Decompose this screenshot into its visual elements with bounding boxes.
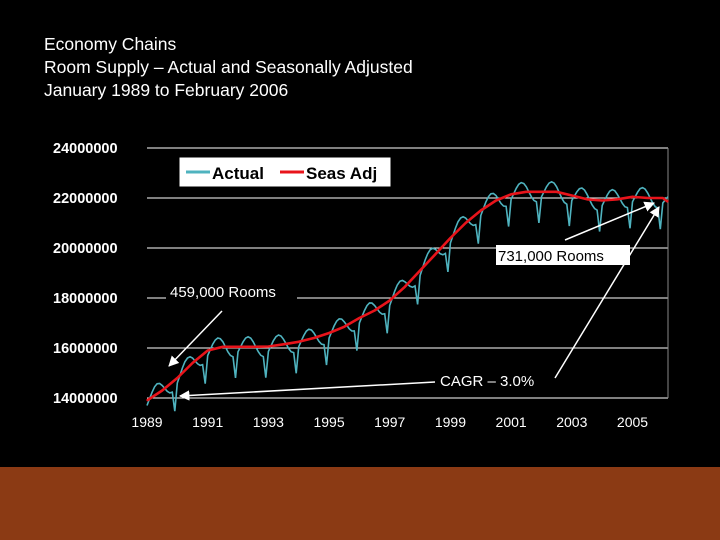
annotation-cagr: CAGR – 3.0%	[440, 373, 534, 390]
x-tick-label-8: 2005	[617, 414, 648, 430]
seas-adj-point-18	[419, 269, 421, 272]
annotation-459k: 459,000 Rooms	[170, 284, 276, 301]
seas-adj-point-5	[222, 346, 224, 348]
arrow-cagr-left	[178, 381, 436, 401]
slide-title: Economy Chains Room Supply – Actual and …	[44, 33, 413, 102]
seas-adj-point-12	[328, 332, 330, 334]
seas-adj-point-28	[571, 194, 573, 197]
seas-adj-point-3	[191, 362, 194, 364]
seas-adj-point-31	[616, 198, 618, 200]
annotation-731k: 731,000 Rooms	[498, 248, 604, 265]
seas-adj-point-20	[449, 237, 452, 239]
seas-adj-point-4	[207, 349, 209, 352]
seas-adj-point-0	[146, 399, 148, 402]
seas-adj-point-22	[480, 209, 482, 212]
y-tick-label-0: 24000000	[53, 141, 118, 157]
y-tick-label-4: 16000000	[53, 341, 118, 357]
seas-adj-point-7	[252, 346, 254, 348]
x-tick-label-4: 1997	[374, 414, 405, 430]
arrow-cagr-right	[554, 206, 660, 379]
seas-adj-point-29	[586, 198, 588, 200]
seas-adj-point-17	[404, 286, 406, 288]
footer-band	[0, 467, 720, 540]
seas-adj-point-14	[358, 317, 361, 319]
legend-label-seas-adj: Seas Adj	[306, 164, 377, 183]
x-tick-label-7: 2003	[556, 414, 587, 430]
x-tick-label-2: 1993	[253, 414, 284, 430]
seas-adj-point-26	[540, 191, 543, 193]
seas-adj-point-34	[662, 197, 664, 199]
arrow-731k	[564, 201, 655, 241]
seas-adj-point-30	[601, 199, 603, 202]
seas-adj-point-11	[313, 337, 315, 339]
seas-adj-point-1	[161, 389, 163, 392]
seas-adj-point-13	[343, 326, 345, 328]
x-tick-label-6: 2001	[496, 414, 527, 430]
seas-adj-point-21	[465, 222, 467, 224]
y-tick-label-5: 14000000	[53, 391, 118, 407]
seas-adj-point-19	[434, 253, 436, 255]
annotation-cagr-bg	[435, 371, 555, 391]
y-tick-label-1: 22000000	[53, 191, 118, 207]
title-line-2: Room Supply – Actual and Seasonally Adju…	[44, 57, 413, 77]
chart-legend: Actual Seas Adj	[178, 156, 392, 188]
y-tick-label-3: 18000000	[53, 291, 118, 307]
arrow-459k	[168, 310, 223, 367]
x-tick-label-3: 1995	[313, 414, 344, 430]
seas-adj-point-32	[631, 196, 634, 198]
seas-adj-point-23	[495, 199, 497, 202]
seas-adj-point-35	[667, 201, 669, 203]
annotation-731k-bg	[496, 245, 630, 265]
seas-adj-point-16	[389, 299, 391, 302]
seas-adj-point-10	[298, 341, 300, 343]
seas-adj-point-2	[176, 377, 178, 379]
legend-label-actual: Actual	[212, 164, 264, 183]
series-line-seas-adj	[146, 190, 669, 402]
x-tick-label-0: 1989	[131, 414, 162, 430]
room-supply-chart: 24000000 22000000 20000000 18000000 16000000…	[53, 141, 669, 430]
x-tick-label-5: 1999	[435, 414, 466, 430]
title-line-1: Economy Chains	[44, 34, 177, 54]
annotation-459k-bg	[166, 282, 297, 302]
seas-adj-point-25	[525, 191, 527, 193]
seas-adj-point-27	[556, 191, 558, 193]
seas-adj-point-8	[267, 345, 269, 348]
seas-adj-point-6	[237, 346, 239, 348]
seas-adj-point-33	[647, 197, 649, 199]
seas-adj-point-15	[373, 309, 376, 312]
seas-adj-point-9	[282, 343, 285, 345]
title-line-3: January 1989 to February 2006	[44, 80, 289, 100]
y-tick-label-2: 20000000	[53, 241, 118, 257]
seas-adj-point-24	[510, 193, 512, 195]
x-tick-label-1: 1991	[192, 414, 223, 430]
